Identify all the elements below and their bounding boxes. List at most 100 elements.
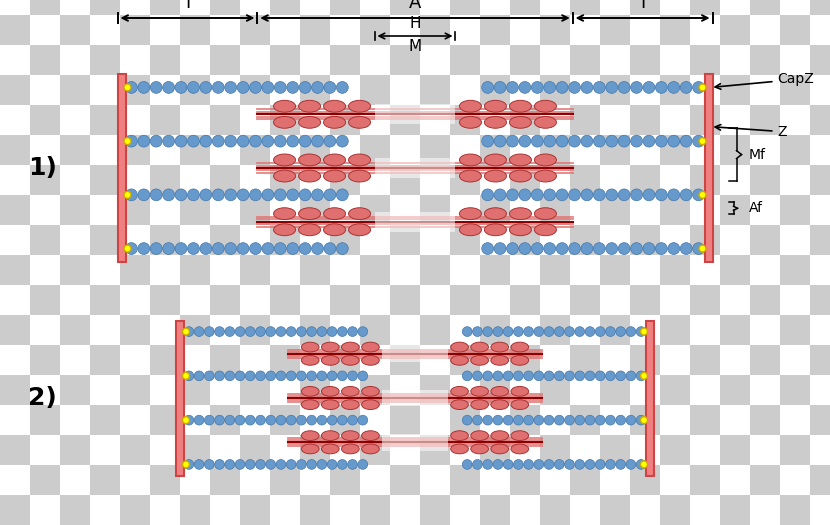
- Ellipse shape: [585, 459, 595, 469]
- Bar: [270, 315, 300, 345]
- Bar: [780, 345, 810, 375]
- Ellipse shape: [641, 372, 647, 380]
- Bar: [300, 435, 330, 465]
- Ellipse shape: [262, 189, 274, 201]
- Bar: [810, 285, 830, 315]
- Ellipse shape: [451, 400, 468, 410]
- Bar: [0, 375, 30, 405]
- Ellipse shape: [184, 459, 193, 469]
- Ellipse shape: [349, 154, 370, 166]
- Ellipse shape: [699, 84, 706, 91]
- Ellipse shape: [693, 81, 705, 93]
- Ellipse shape: [491, 386, 509, 396]
- Ellipse shape: [324, 117, 345, 128]
- Bar: [270, 75, 300, 105]
- Ellipse shape: [556, 243, 568, 255]
- Ellipse shape: [138, 135, 149, 147]
- Bar: [570, 465, 600, 495]
- Bar: [450, 315, 480, 345]
- Bar: [660, 135, 690, 165]
- Ellipse shape: [451, 355, 468, 365]
- Bar: [540, 225, 570, 255]
- Bar: [450, 495, 480, 525]
- Ellipse shape: [321, 386, 339, 396]
- Bar: [270, 165, 300, 195]
- Bar: [480, 255, 510, 285]
- Bar: [330, 285, 360, 315]
- Ellipse shape: [125, 81, 137, 93]
- Bar: [30, 405, 60, 435]
- Bar: [30, 345, 60, 375]
- Ellipse shape: [150, 81, 162, 93]
- Ellipse shape: [491, 355, 509, 365]
- Ellipse shape: [681, 81, 692, 93]
- Bar: [690, 345, 720, 375]
- Ellipse shape: [327, 415, 337, 425]
- Bar: [60, 435, 90, 465]
- Ellipse shape: [493, 371, 503, 381]
- Bar: [240, 285, 270, 315]
- Bar: [660, 375, 690, 405]
- Bar: [630, 405, 660, 435]
- Bar: [120, 0, 150, 15]
- Ellipse shape: [483, 327, 492, 337]
- Ellipse shape: [503, 371, 513, 381]
- Bar: [810, 135, 830, 165]
- Ellipse shape: [299, 224, 320, 236]
- Ellipse shape: [575, 459, 584, 469]
- Bar: [570, 15, 600, 45]
- Bar: [600, 435, 630, 465]
- Ellipse shape: [471, 386, 489, 396]
- Bar: [60, 225, 90, 255]
- Ellipse shape: [581, 135, 593, 147]
- Bar: [30, 135, 60, 165]
- Ellipse shape: [656, 189, 667, 201]
- Ellipse shape: [535, 170, 556, 182]
- Ellipse shape: [275, 189, 286, 201]
- Ellipse shape: [643, 189, 655, 201]
- Ellipse shape: [274, 100, 295, 112]
- Bar: [210, 0, 240, 15]
- Bar: [810, 465, 830, 495]
- Ellipse shape: [250, 81, 261, 93]
- Bar: [450, 405, 480, 435]
- Ellipse shape: [275, 81, 286, 93]
- Ellipse shape: [534, 415, 544, 425]
- Bar: [570, 165, 600, 195]
- Bar: [810, 225, 830, 255]
- Ellipse shape: [299, 243, 311, 255]
- Bar: [240, 75, 270, 105]
- Bar: [420, 465, 450, 495]
- Ellipse shape: [585, 327, 595, 337]
- Ellipse shape: [256, 459, 266, 469]
- Ellipse shape: [569, 135, 580, 147]
- Ellipse shape: [491, 342, 509, 352]
- Ellipse shape: [493, 415, 503, 425]
- Ellipse shape: [348, 415, 358, 425]
- Ellipse shape: [511, 386, 529, 396]
- Ellipse shape: [544, 189, 555, 201]
- Bar: [690, 15, 720, 45]
- Ellipse shape: [544, 459, 554, 469]
- Bar: [270, 135, 300, 165]
- Bar: [600, 495, 630, 525]
- Bar: [150, 375, 180, 405]
- Bar: [810, 255, 830, 285]
- Bar: [300, 495, 330, 525]
- Ellipse shape: [606, 81, 618, 93]
- Ellipse shape: [656, 243, 667, 255]
- Bar: [540, 465, 570, 495]
- Bar: [150, 75, 180, 105]
- Ellipse shape: [311, 81, 324, 93]
- Ellipse shape: [575, 327, 584, 337]
- Ellipse shape: [286, 415, 296, 425]
- Bar: [0, 285, 30, 315]
- Ellipse shape: [506, 189, 519, 201]
- Bar: [780, 0, 810, 15]
- Ellipse shape: [575, 371, 584, 381]
- Bar: [570, 285, 600, 315]
- Bar: [720, 465, 750, 495]
- Bar: [810, 45, 830, 75]
- Bar: [510, 465, 540, 495]
- Ellipse shape: [681, 189, 692, 201]
